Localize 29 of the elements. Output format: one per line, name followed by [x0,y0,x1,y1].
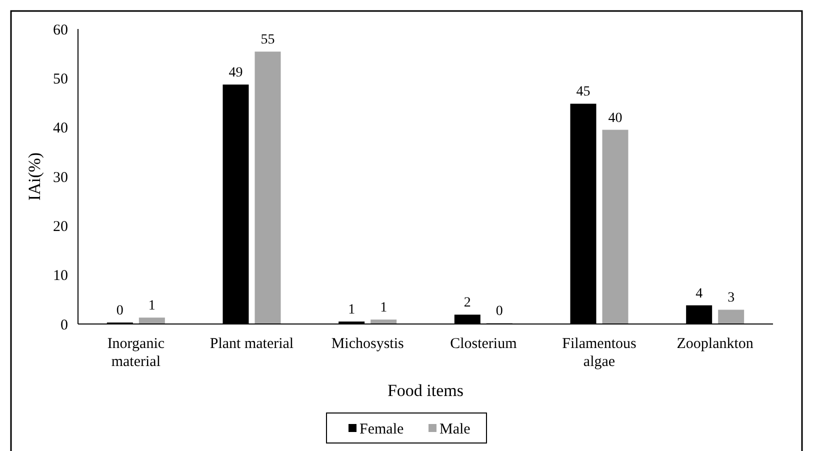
x-tick-label: Michosystis [331,336,404,352]
data-label: 4 [696,286,703,302]
data-label: 2 [464,296,471,311]
data-label: 0 [496,304,503,320]
legend-label: Female [360,421,404,438]
data-label: 1 [380,300,388,316]
x-tick-label: Zooplankton [676,336,754,352]
data-label: 49 [228,66,243,81]
y-tick-label: 10 [53,268,68,284]
x-axis-title: Food items [387,381,464,400]
x-tick-label: Inorganic material [107,336,165,370]
y-tick-label: 0 [60,317,68,334]
data-label: 1 [148,298,156,314]
data-label: 45 [576,84,590,100]
y-tick-label: 30 [53,170,68,186]
data-label: 3 [728,290,735,306]
y-tick-label: 60 [53,22,68,38]
x-tick-label: Closterium [450,336,518,352]
data-label: 40 [608,110,622,126]
y-tick-label: 50 [53,71,68,88]
x-tick-label: Filamentous algae [562,336,636,370]
y-tick-label: 40 [53,120,68,137]
x-tick-label: Plant material [210,336,294,352]
y-axis-title: IAi(%) [25,152,44,201]
data-label: 0 [116,304,124,319]
data-label: 55 [260,32,275,48]
y-tick-label: 20 [53,218,68,235]
legend-label: Male [440,421,471,438]
data-label: 1 [348,302,356,318]
